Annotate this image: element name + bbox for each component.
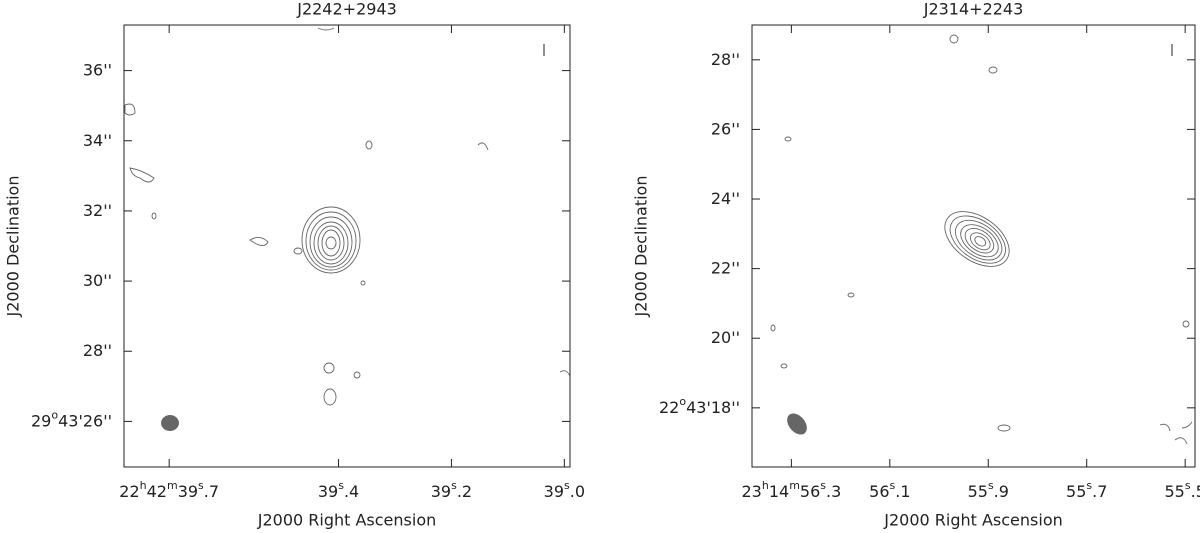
y-tick-label: 32'' — [83, 200, 112, 219]
y-tick-label: 20'' — [711, 328, 740, 347]
y-tick-label: 22o43'18'' — [659, 394, 740, 416]
y-tick-label: 24'' — [711, 189, 740, 208]
contours — [124, 27, 571, 431]
contours — [770, 34, 1193, 445]
plot-frame — [123, 24, 571, 468]
y-tick-label: 28'' — [711, 49, 740, 68]
y-axis-label: J2000 Declination — [632, 176, 651, 318]
x-tick-label: 39s.4 — [318, 479, 359, 501]
x-tick-label: 22h42m39s.7 — [119, 479, 219, 501]
x-tick-label: 23h14m56s.3 — [741, 479, 841, 501]
x-tick-label: 39s.2 — [431, 479, 472, 501]
plot-frame — [751, 24, 1196, 468]
chart-title: J2242+2943 — [296, 0, 397, 19]
chart-title: J2314+2243 — [923, 0, 1024, 19]
y-tick-label: 36'' — [83, 60, 112, 79]
x-tick-label: 56s.1 — [869, 479, 910, 501]
x-axis-label: J2000 Right Ascension — [883, 511, 1063, 530]
y-tick-label: 34'' — [83, 130, 112, 149]
y-tick-label: 29o43'26'' — [31, 408, 112, 430]
x-tick-label: 39s.0 — [544, 479, 585, 501]
y-tick-label: 30'' — [83, 271, 112, 290]
y-tick-label: 28'' — [83, 341, 112, 360]
x-tick-label: 55s.5 — [1164, 479, 1200, 501]
y-tick-label: 22'' — [711, 258, 740, 277]
y-tick-label: 26'' — [711, 119, 740, 138]
y-axis-label: J2000 Declination — [4, 176, 23, 318]
x-axis-label: J2000 Right Ascension — [257, 511, 437, 530]
x-tick-label: 55s.7 — [1066, 479, 1107, 501]
x-tick-label: 55s.9 — [968, 479, 1009, 501]
